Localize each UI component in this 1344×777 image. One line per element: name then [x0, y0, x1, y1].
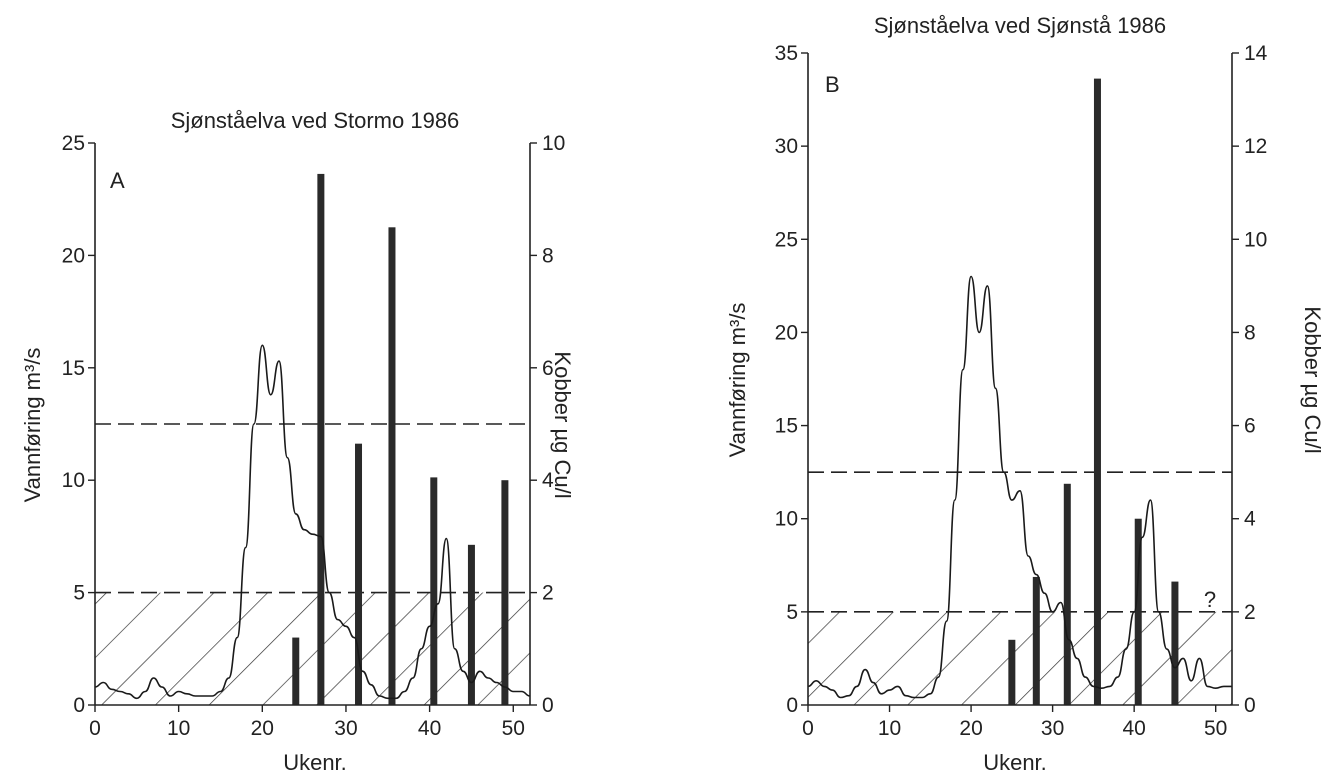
- chart-a-y-tick-label-0: 0: [73, 694, 85, 717]
- chart-a-copper-bar-0: [292, 637, 300, 705]
- chart-b-copper-bar-5: [1171, 581, 1179, 705]
- chart-b-y-tick-label-2: 10: [775, 508, 798, 531]
- chart-a-y-tick-label-1: 5: [73, 582, 85, 605]
- chart-a-x-tick-label-4: 40: [418, 717, 441, 740]
- chart-a-y2-tick-label-5: 10: [542, 132, 565, 155]
- chart-a-panel-label: A: [110, 168, 125, 193]
- chart-b-copper-bar-1: [1032, 576, 1040, 705]
- chart-a-copper-bar-5: [467, 544, 475, 705]
- chart-b-y-tick-label-5: 25: [775, 228, 798, 251]
- chart-a-copper-bar-1: [317, 173, 325, 705]
- chart-a-title: Sjønståelva ved Stormo 1986: [171, 108, 460, 133]
- chart-a-y-tick-label-2: 10: [62, 469, 85, 492]
- chart-a-y-tick-label-5: 25: [62, 132, 85, 155]
- chart-a-y2-axis-label: Kobber µg Cu/l: [550, 351, 575, 498]
- chart-a-y2-tick-label-3: 6: [542, 357, 554, 380]
- chart-b-y2-tick-label-3: 6: [1244, 415, 1256, 438]
- chart-b-hatched-band: [808, 611, 1232, 705]
- chart-b-y2-tick-label-5: 10: [1244, 228, 1267, 251]
- chart-b-x-tick-label-0: 0: [802, 717, 814, 740]
- chart-b-x-tick-label-5: 50: [1204, 717, 1227, 740]
- chart-a-y2-tick-label-2: 4: [542, 469, 554, 492]
- chart-a: Sjønståelva ved Stormo 1986 A Ukenr. Van…: [20, 108, 575, 775]
- chart-a-copper-bar-4: [430, 477, 438, 705]
- chart-b-y2-tick-label-2: 4: [1244, 508, 1256, 531]
- chart-a-flow-line: [94, 344, 531, 700]
- chart-b-y-tick-label-3: 15: [775, 415, 798, 438]
- chart-a-x-tick-label-0: 0: [89, 717, 101, 740]
- chart-b-y-tick-label-0: 0: [786, 694, 798, 717]
- chart-b-y-tick-label-7: 35: [775, 42, 798, 65]
- chart-a-y-tick-label-4: 20: [62, 244, 85, 267]
- chart-a-y-tick-label-3: 15: [62, 357, 85, 380]
- chart-a-hatched-band: [95, 592, 530, 705]
- chart-b-x-axis-label: Ukenr.: [983, 750, 1047, 775]
- chart-a-copper-bar-6: [501, 480, 509, 705]
- chart-b-copper-bar-3: [1093, 78, 1101, 706]
- chart-b-question-mark: ?: [1204, 587, 1216, 612]
- chart-b-y-axis-label: Vannføring m³/s: [725, 303, 750, 458]
- chart-a-copper-bar-2: [355, 443, 363, 705]
- chart-b-y-tick-label-1: 5: [786, 601, 798, 624]
- chart-a-y2-tick-label-0: 0: [542, 694, 554, 717]
- chart-b-y2-tick-label-0: 0: [1244, 694, 1256, 717]
- chart-b-panel-label: B: [825, 72, 840, 97]
- chart-a-y-axis-label: Vannføring m³/s: [20, 348, 45, 503]
- chart-b-y2-tick-label-1: 2: [1244, 601, 1256, 624]
- chart-b-y-tick-label-6: 30: [775, 135, 798, 158]
- chart-b-y2-tick-label-4: 8: [1244, 321, 1256, 344]
- chart-a-x-tick-label-3: 30: [334, 717, 357, 740]
- chart-a-copper-bar-3: [388, 227, 396, 706]
- chart-a-x-axis-label: Ukenr.: [283, 750, 347, 775]
- chart-b-y2-tick-label-6: 12: [1244, 135, 1267, 158]
- chart-b-copper-bar-2: [1063, 483, 1071, 705]
- chart-b-title: Sjønståelva ved Sjønstå 1986: [874, 13, 1166, 38]
- chart-b-copper-bar-4: [1134, 518, 1142, 705]
- chart-a-y2-tick-label-1: 2: [542, 582, 554, 605]
- chart-b-y2-tick-label-7: 14: [1244, 42, 1268, 65]
- chart-b-x-tick-label-1: 10: [878, 717, 901, 740]
- chart-b-y-tick-label-4: 20: [775, 321, 798, 344]
- chart-b-flow-line: [807, 275, 1232, 699]
- chart-b-copper-bar-0: [1008, 639, 1016, 705]
- chart-b-y2-axis-label: Kobber µg Cu/l: [1300, 306, 1325, 453]
- chart-a-x-tick-label-1: 10: [167, 717, 190, 740]
- chart-b-x-tick-label-2: 20: [959, 717, 982, 740]
- chart-b: Sjønståelva ved Sjønstå 1986 B Ukenr. Va…: [725, 13, 1325, 775]
- chart-a-y2-tick-label-4: 8: [542, 244, 554, 267]
- chart-b-x-tick-label-4: 40: [1122, 717, 1145, 740]
- chart-a-x-tick-label-2: 20: [251, 717, 274, 740]
- chart-b-x-tick-label-3: 30: [1041, 717, 1064, 740]
- chart-a-x-tick-label-5: 50: [502, 717, 525, 740]
